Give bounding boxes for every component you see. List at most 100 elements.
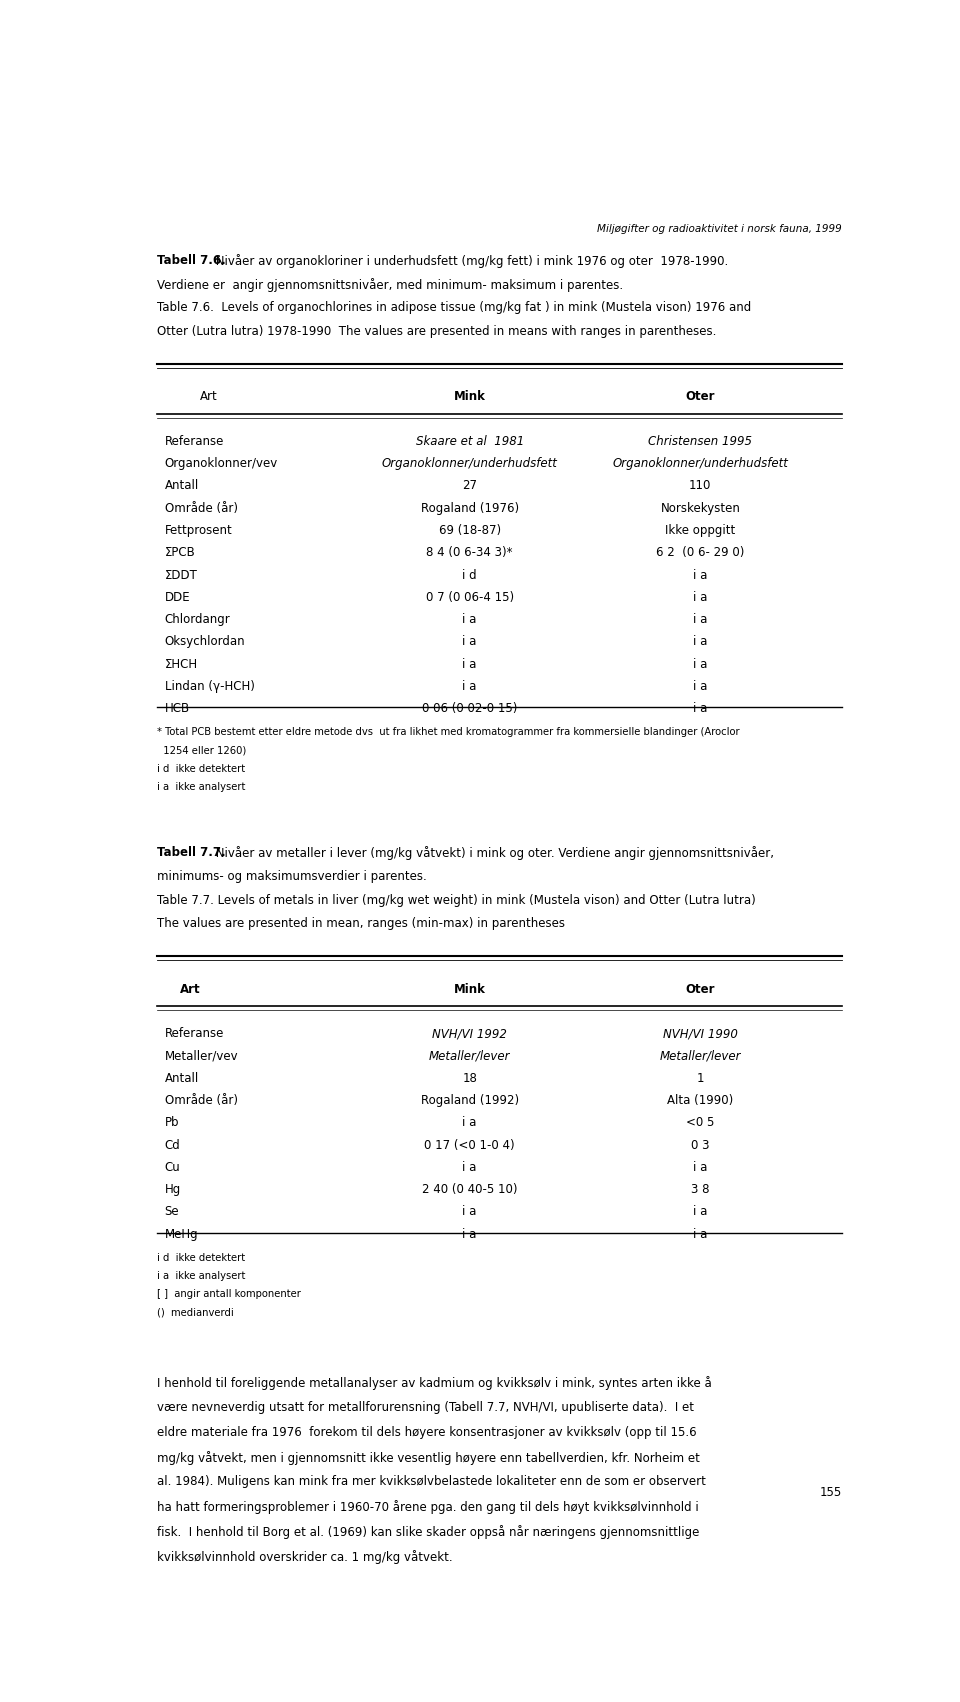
Text: være nevneverdig utsatt for metallforurensning (Tabell 7.7, NVH/VI, upubliserte : være nevneverdig utsatt for metallforure… (157, 1401, 694, 1414)
Text: 1254 eller 1260): 1254 eller 1260) (157, 745, 247, 756)
Text: Metaller/lever: Metaller/lever (429, 1050, 511, 1062)
Text: I henhold til foreliggende metallanalyser av kadmium og kvikksølv i mink, syntes: I henhold til foreliggende metallanalyse… (157, 1375, 712, 1391)
Text: 3 8: 3 8 (691, 1183, 709, 1197)
Text: Mink: Mink (454, 390, 486, 403)
Text: 1: 1 (697, 1072, 704, 1084)
Text: Metaller/lever: Metaller/lever (660, 1050, 741, 1062)
Text: Ikke oppgitt: Ikke oppgitt (665, 524, 735, 538)
Text: i a: i a (463, 1227, 477, 1241)
Text: i a: i a (693, 568, 708, 582)
Text: ΣPCB: ΣPCB (165, 546, 196, 560)
Text: Organoklonner/vev: Organoklonner/vev (165, 458, 277, 470)
Text: ΣHCH: ΣHCH (165, 657, 198, 671)
Text: minimums- og maksimumsverdier i parentes.: minimums- og maksimumsverdier i parentes… (157, 870, 427, 883)
Text: Otter (Lutra lutra) 1978-1990  The values are presented in means with ranges in : Otter (Lutra lutra) 1978-1990 The values… (157, 325, 716, 337)
Text: 0 3: 0 3 (691, 1139, 709, 1152)
Text: kvikksølvinnhold overskrider ca. 1 mg/kg våtvekt.: kvikksølvinnhold overskrider ca. 1 mg/kg… (157, 1551, 453, 1564)
Text: mg/kg våtvekt, men i gjennomsnitt ikke vesentlig høyere enn tabellverdien, kfr. : mg/kg våtvekt, men i gjennomsnitt ikke v… (157, 1450, 700, 1464)
Text: i a: i a (693, 657, 708, 671)
Text: Rogaland (1976): Rogaland (1976) (420, 502, 518, 514)
Text: i a: i a (463, 1161, 477, 1174)
Text: * Total PCB bestemt etter eldre metode dvs  ut fra likhet med kromatogrammer fra: * Total PCB bestemt etter eldre metode d… (157, 727, 740, 737)
Text: Se: Se (165, 1205, 180, 1219)
Text: i a: i a (693, 1161, 708, 1174)
Text: 0 06 (0 02-0 15): 0 06 (0 02-0 15) (422, 703, 517, 715)
Text: Oksychlordan: Oksychlordan (165, 635, 245, 648)
Text: <0 5: <0 5 (686, 1117, 714, 1130)
Text: Oter: Oter (685, 982, 715, 996)
Text: i a: i a (463, 613, 477, 626)
Text: The values are presented in mean, ranges (min-max) in parentheses: The values are presented in mean, ranges… (157, 917, 565, 931)
Text: Cu: Cu (165, 1161, 180, 1174)
Text: HCB: HCB (165, 703, 190, 715)
Text: Cd: Cd (165, 1139, 180, 1152)
Text: NVH/VI 1990: NVH/VI 1990 (663, 1028, 737, 1040)
Text: Referanse: Referanse (165, 436, 224, 448)
Text: Antall: Antall (165, 1072, 199, 1084)
Text: i d: i d (463, 568, 477, 582)
Text: i d  ikke detektert: i d ikke detektert (157, 764, 246, 774)
Text: Nivåer av organokloriner i underhudsfett (mg/kg fett) i mink 1976 og oter  1978-: Nivåer av organokloriner i underhudsfett… (212, 254, 729, 267)
Text: i a: i a (463, 635, 477, 648)
Text: i a  ikke analysert: i a ikke analysert (157, 1271, 246, 1282)
Text: 2 40 (0 40-5 10): 2 40 (0 40-5 10) (422, 1183, 517, 1197)
Text: ha hatt formeringsproblemer i 1960-70 årene pga. den gang til dels høyt kvikksøl: ha hatt formeringsproblemer i 1960-70 år… (157, 1501, 699, 1515)
Text: DDE: DDE (165, 591, 190, 604)
Text: eldre materiale fra 1976  forekom til dels høyere konsentrasjoner av kvikksølv (: eldre materiale fra 1976 forekom til del… (157, 1426, 697, 1438)
Text: Antall: Antall (165, 480, 199, 492)
Text: 0 17 (<0 1-0 4): 0 17 (<0 1-0 4) (424, 1139, 515, 1152)
Text: Oter: Oter (685, 390, 715, 403)
Text: al. 1984). Muligens kan mink fra mer kvikksølvbelastede lokaliteter enn de som e: al. 1984). Muligens kan mink fra mer kvi… (157, 1476, 706, 1489)
Text: i a: i a (693, 703, 708, 715)
Text: i a: i a (463, 1205, 477, 1219)
Text: fisk.  I henhold til Borg et al. (1969) kan slike skader oppså når næringens gje: fisk. I henhold til Borg et al. (1969) k… (157, 1525, 700, 1539)
Text: Organoklonner/underhudsfett: Organoklonner/underhudsfett (382, 458, 558, 470)
Text: Tabell 7.6.: Tabell 7.6. (157, 254, 226, 267)
Text: i a: i a (693, 681, 708, 693)
Text: Chlordangr: Chlordangr (165, 613, 230, 626)
Text: [ ]  angir antall komponenter: [ ] angir antall komponenter (157, 1290, 301, 1299)
Text: Alta (1990): Alta (1990) (667, 1094, 733, 1106)
Text: Område (år): Område (år) (165, 1094, 238, 1106)
Text: 27: 27 (462, 480, 477, 492)
Text: NVH/VI 1992: NVH/VI 1992 (432, 1028, 507, 1040)
Text: i a: i a (693, 1227, 708, 1241)
Text: 18: 18 (463, 1072, 477, 1084)
Text: Art: Art (180, 982, 200, 996)
Text: Verdiene er  angir gjennomsnittsnivåer, med minimum- maksimum i parentes.: Verdiene er angir gjennomsnittsnivåer, m… (157, 277, 623, 291)
Text: ΣDDT: ΣDDT (165, 568, 198, 582)
Text: i a: i a (693, 635, 708, 648)
Text: i a: i a (693, 613, 708, 626)
Text: ()  medianverdi: () medianverdi (157, 1307, 234, 1317)
Text: Metaller/vev: Metaller/vev (165, 1050, 238, 1062)
Text: 0 7 (0 06-4 15): 0 7 (0 06-4 15) (425, 591, 514, 604)
Text: Table 7.7. Levels of metals in liver (mg/kg wet weight) in mink (Mustela vison) : Table 7.7. Levels of metals in liver (mg… (157, 894, 756, 907)
Text: Lindan (γ-HCH): Lindan (γ-HCH) (165, 681, 254, 693)
Text: i a: i a (463, 657, 477, 671)
Text: 155: 155 (820, 1486, 842, 1499)
Text: Tabell 7.7.: Tabell 7.7. (157, 846, 226, 860)
Text: Referanse: Referanse (165, 1028, 224, 1040)
Text: Table 7.6.  Levels of organochlorines in adipose tissue (mg/kg fat ) in mink (Mu: Table 7.6. Levels of organochlorines in … (157, 301, 752, 315)
Text: Pb: Pb (165, 1117, 180, 1130)
Text: i a: i a (693, 591, 708, 604)
Text: Hg: Hg (165, 1183, 180, 1197)
Text: 8 4 (0 6-34 3)*: 8 4 (0 6-34 3)* (426, 546, 513, 560)
Text: MeHg: MeHg (165, 1227, 199, 1241)
Text: i a: i a (693, 1205, 708, 1219)
Text: i a  ikke analysert: i a ikke analysert (157, 783, 246, 791)
Text: Skaare et al  1981: Skaare et al 1981 (416, 436, 524, 448)
Text: Norskekysten: Norskekysten (660, 502, 740, 514)
Text: i d  ikke detektert: i d ikke detektert (157, 1253, 246, 1263)
Text: Christensen 1995: Christensen 1995 (648, 436, 753, 448)
Text: Art: Art (201, 390, 218, 403)
Text: 69 (18-87): 69 (18-87) (439, 524, 501, 538)
Text: Rogaland (1992): Rogaland (1992) (420, 1094, 518, 1106)
Text: Mink: Mink (454, 982, 486, 996)
Text: Område (år): Område (år) (165, 502, 238, 514)
Text: i a: i a (463, 1117, 477, 1130)
Text: 110: 110 (689, 480, 711, 492)
Text: Organoklonner/underhudsfett: Organoklonner/underhudsfett (612, 458, 788, 470)
Text: Nivåer av metaller i lever (mg/kg våtvekt) i mink og oter. Verdiene angir gjenno: Nivåer av metaller i lever (mg/kg våtvek… (212, 846, 775, 861)
Text: i a: i a (463, 681, 477, 693)
